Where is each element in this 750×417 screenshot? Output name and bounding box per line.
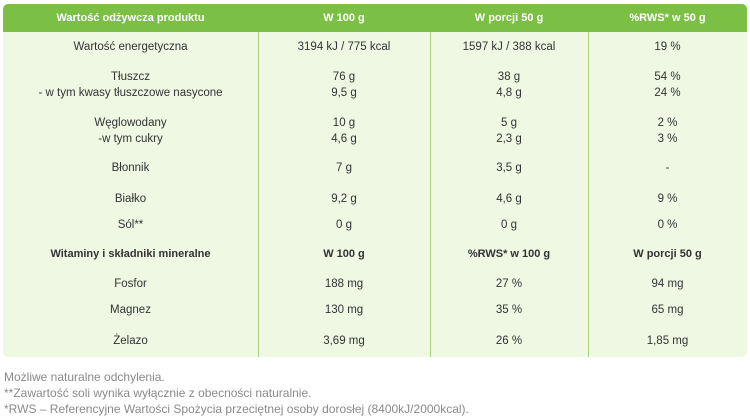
table-cell: 0 g <box>336 219 352 231</box>
table-cell: Żelazo <box>113 335 148 347</box>
footnotes: Możliwe naturalne odchylenia. **Zawartoś… <box>4 369 469 417</box>
table-cell: -w tym cukry <box>98 133 163 145</box>
header-cell: W porcji 50 g <box>474 12 544 24</box>
table-cell: 1597 kJ / 388 kcal <box>462 41 556 53</box>
table-cell: 0 g <box>501 219 517 231</box>
table-cell: 54 % <box>654 71 681 83</box>
table-cell: Sól** <box>117 219 144 231</box>
table-cell: W 100 g <box>323 248 365 260</box>
table-cell: 4,6 g <box>496 193 522 205</box>
table-cell: 188 mg <box>324 278 364 290</box>
table-cell: 3,5 g <box>496 162 522 174</box>
table-cell: Witaminy i składniki mineralne <box>50 248 211 260</box>
table-cell: 5 g <box>501 117 517 129</box>
table-cell: Magnez <box>110 304 151 316</box>
header-cell: %RWS* w 50 g <box>629 12 706 24</box>
table-cell: Wartość energetyczna <box>73 41 188 53</box>
table-cell: Białko <box>114 193 147 205</box>
table-cell: 35 % <box>495 304 523 316</box>
table-cell: 3194 kJ / 775 kcal <box>297 41 391 53</box>
footnote: *RWS – Referencyjne Wartości Spożycia pr… <box>4 402 469 416</box>
table-cell: 26 % <box>495 335 523 347</box>
table-cell: 9 % <box>657 193 678 205</box>
table-cell: 7 g <box>336 162 352 174</box>
table-cell: %RWS* w 100 g <box>467 248 551 260</box>
table-cell: 38 g <box>497 71 521 83</box>
table-cell: Błonnik <box>111 162 150 174</box>
table-cell: Węglowodany <box>94 117 167 129</box>
footnote: Możliwe naturalne odchylenia. <box>4 370 165 384</box>
table-cell: 130 mg <box>324 304 364 316</box>
column-divider <box>258 32 259 357</box>
column-divider <box>430 32 431 357</box>
table-cell: Fosfor <box>114 278 147 290</box>
header-cell: W 100 g <box>323 12 365 24</box>
table-cell: - <box>665 162 670 174</box>
table-cell: 76 g <box>332 71 356 83</box>
footnote: **Zawartość soli wynika wyłącznie z obec… <box>4 386 312 400</box>
table-cell: 3,69 mg <box>323 335 365 347</box>
table-cell: 9,5 g <box>331 87 357 99</box>
table-cell: 4,6 g <box>331 133 357 145</box>
table-cell: 19 % <box>654 41 681 53</box>
table-cell: - w tym kwasy tłuszczowe nasycone <box>38 87 223 99</box>
table-header: Wartość odżywcza produktu W 100 g W porc… <box>3 4 747 32</box>
table-cell: 94 mg <box>651 278 684 290</box>
table-cell: 4,8 g <box>496 87 522 99</box>
column-divider <box>588 32 589 357</box>
table-cell: 24 % <box>654 87 681 99</box>
table-cell: 65 mg <box>651 304 684 316</box>
table-cell: 1,85 mg <box>646 335 689 347</box>
table-cell: 9,2 g <box>331 193 357 205</box>
table-cell: 0 % <box>657 219 678 231</box>
nutrition-table: Wartość odżywcza produktu W 100 g W porc… <box>3 4 747 357</box>
header-cell: Wartość odżywcza produktu <box>56 12 205 24</box>
table-cell: 2 % <box>657 117 678 129</box>
table-cell: 10 g <box>332 117 356 129</box>
table-cell: Tłuszcz <box>111 71 150 83</box>
table-cell: 3 % <box>657 133 678 145</box>
table-cell: 27 % <box>495 278 523 290</box>
table-cell: W porcji 50 g <box>633 248 702 260</box>
table-cell: 2,3 g <box>496 133 522 145</box>
